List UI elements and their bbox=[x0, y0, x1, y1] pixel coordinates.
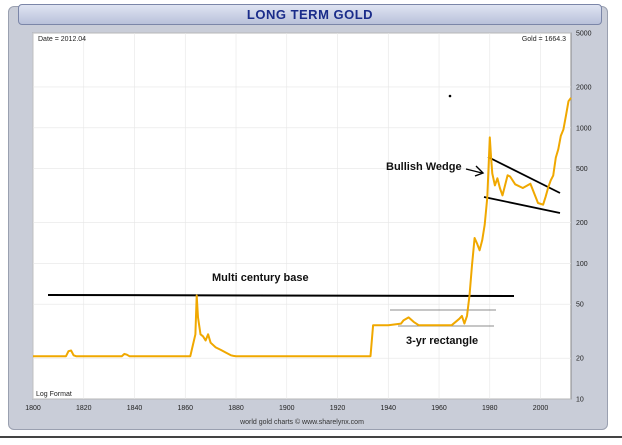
x-tick-label: 1800 bbox=[25, 405, 41, 412]
x-tick-label: 1860 bbox=[177, 405, 193, 412]
y-tick-label: 2000 bbox=[576, 84, 592, 91]
x-tick-label: 1940 bbox=[380, 405, 396, 412]
rectangle-label: 3-yr rectangle bbox=[406, 335, 478, 347]
stray-dot bbox=[448, 94, 452, 98]
wedge-lower-line bbox=[483, 196, 561, 214]
y-tick-label: 10 bbox=[576, 397, 584, 404]
scale-label: Log Format bbox=[36, 391, 72, 398]
y-tick-label: 100 bbox=[576, 261, 588, 268]
y-tick-label: 50 bbox=[576, 302, 584, 309]
x-tick-label: 1980 bbox=[482, 405, 498, 412]
bottom-rule bbox=[0, 436, 622, 438]
y-tick-label: 20 bbox=[576, 356, 584, 363]
wedge-arrow-head bbox=[474, 165, 485, 177]
plot-area bbox=[32, 32, 572, 400]
multi-century-base-line bbox=[47, 294, 515, 297]
x-tick-label: 1900 bbox=[279, 405, 295, 412]
chart-title: LONG TERM GOLD bbox=[18, 4, 602, 25]
x-tick-label: 1960 bbox=[431, 405, 447, 412]
y-tick-label: 1000 bbox=[576, 125, 592, 132]
date-label: Date = 2012.04 bbox=[38, 36, 86, 43]
multi-century-base-label: Multi century base bbox=[212, 272, 309, 284]
y-tick-label: 200 bbox=[576, 220, 588, 227]
footer-credit: world gold charts © www.sharelynx.com bbox=[239, 418, 364, 426]
x-tick-label: 2000 bbox=[533, 405, 549, 412]
x-tick-label: 1920 bbox=[330, 405, 346, 412]
x-tick-label: 1840 bbox=[127, 405, 143, 412]
grid bbox=[32, 32, 571, 400]
wedge-arrow-shaft bbox=[465, 168, 483, 174]
wedge-label: Bullish Wedge bbox=[386, 161, 462, 173]
y-tick-label: 500 bbox=[576, 166, 588, 173]
value-label: Gold = 1664.3 bbox=[522, 36, 566, 43]
x-axis-ticks: 1800 1820 1840 1860 1880 1900 1920 1940 1960 1980… bbox=[25, 405, 548, 412]
x-tick-label: 1880 bbox=[228, 405, 244, 412]
y-axis-ticks: 10 20 50 100 200 500 1000 2000 5000 bbox=[576, 31, 592, 404]
x-tick-label: 1820 bbox=[76, 405, 92, 412]
gold-price-series bbox=[33, 97, 572, 358]
y-tick-label: 5000 bbox=[576, 31, 592, 38]
